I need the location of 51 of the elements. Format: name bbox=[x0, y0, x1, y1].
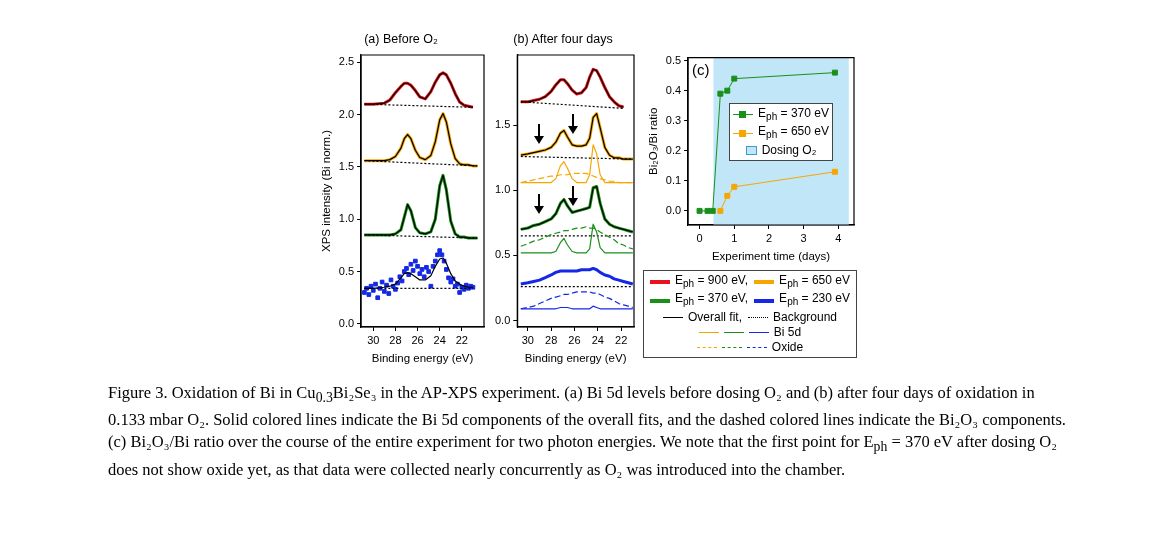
x-tick-label: 26 bbox=[411, 333, 424, 346]
y-axis-title: XPS intensity (Bi norm.) bbox=[320, 129, 333, 253]
chart-title: (b) After four days bbox=[513, 31, 613, 46]
y-tick-label: 0.2 bbox=[665, 143, 682, 156]
y-tick-label: 0.5 bbox=[338, 264, 355, 277]
x-tick-label: 0 bbox=[696, 231, 703, 244]
x-tick-label: 22 bbox=[455, 333, 468, 346]
legend-label: E$_{ph}$ = 650 eV bbox=[758, 124, 829, 143]
y-tick-label: 1.0 bbox=[494, 183, 511, 196]
x-tick-label: 26 bbox=[568, 333, 581, 346]
chart-title: (a) Before O₂ bbox=[364, 31, 438, 46]
legend-label: E$_{ph}$ = 370 eV, bbox=[675, 291, 749, 310]
y-tick-label: 0.5 bbox=[665, 53, 682, 66]
y-tick-label: 0.0 bbox=[494, 313, 511, 326]
y-tick-label: 2.0 bbox=[338, 107, 355, 120]
y-tick-label: 0.1 bbox=[665, 173, 682, 186]
legend-label: E$_{ph}$ = 900 eV, bbox=[675, 273, 749, 292]
x-axis-title: Binding energy (eV) bbox=[524, 352, 627, 365]
legend-label: E$_{ph}$ = 370 eV bbox=[758, 106, 829, 125]
legend-label: E$_{ph}$ = 230 eV bbox=[779, 291, 850, 310]
legend-label: Bi 5d bbox=[773, 324, 802, 340]
y-tick-label: 0.5 bbox=[494, 248, 511, 261]
x-tick-label: 28 bbox=[389, 333, 402, 346]
y-tick-label: 2.5 bbox=[338, 55, 355, 68]
legend-label: Background bbox=[772, 309, 838, 325]
y-tick-label: 1.5 bbox=[494, 118, 511, 131]
x-tick-label: 28 bbox=[545, 333, 558, 346]
x-tick-label: 4 bbox=[835, 231, 842, 244]
y-tick-label: 1.5 bbox=[338, 159, 355, 172]
x-tick-label: 3 bbox=[800, 231, 807, 244]
legend-label: E$_{ph}$ = 650 eV bbox=[779, 273, 850, 292]
y-tick-label: 1.0 bbox=[338, 212, 355, 225]
text: Figure 3. Oxidation of Bi in Cu$_{0.3}$Bi₂Se₃ in the AP-XPS experiment. (a) Bi 5d levels before dosing O₂ and (b) after four days of oxidation in 0.133 mbar O₂. Solid colored lines indicate the Bi 5d components of the overall fits, and the dashed colored lines indicate the Bi₂O₃ components. (c) Bi₂O₃/Bi ratio over the course of the entire experiment for two photon energies. We note that the first point for E$_{ph}$ = 370 eV after dosing O₂ does not show oxide yet, as that data were collected nearly concurrently as O₂ was introduced into the chamber. bbox=[108, 383, 1066, 479]
chart-title: (c) bbox=[692, 61, 710, 79]
band-label: Dosing O₂ bbox=[761, 142, 817, 158]
legend-label: Oxide bbox=[771, 339, 804, 355]
legend-label: Overall fit, bbox=[687, 309, 742, 325]
x-axis-title: Experiment time (days) bbox=[711, 250, 831, 263]
y-tick-label: 0.0 bbox=[665, 203, 682, 216]
y-tick-label: 0.3 bbox=[665, 113, 682, 126]
y-axis-title: Bi₂O₃/Bi ratio bbox=[647, 107, 660, 175]
x-tick-label: 22 bbox=[615, 333, 628, 346]
x-tick-label: 24 bbox=[433, 333, 446, 346]
x-tick-label: 1 bbox=[731, 231, 738, 244]
x-axis-title: Binding energy (eV) bbox=[371, 352, 474, 365]
x-tick-label: 2 bbox=[765, 231, 773, 244]
x-tick-label: 30 bbox=[521, 333, 534, 346]
y-tick-label: 0.0 bbox=[338, 316, 355, 329]
y-tick-label: 0.4 bbox=[665, 83, 682, 96]
x-tick-label: 24 bbox=[591, 333, 604, 346]
x-tick-label: 30 bbox=[367, 333, 380, 346]
